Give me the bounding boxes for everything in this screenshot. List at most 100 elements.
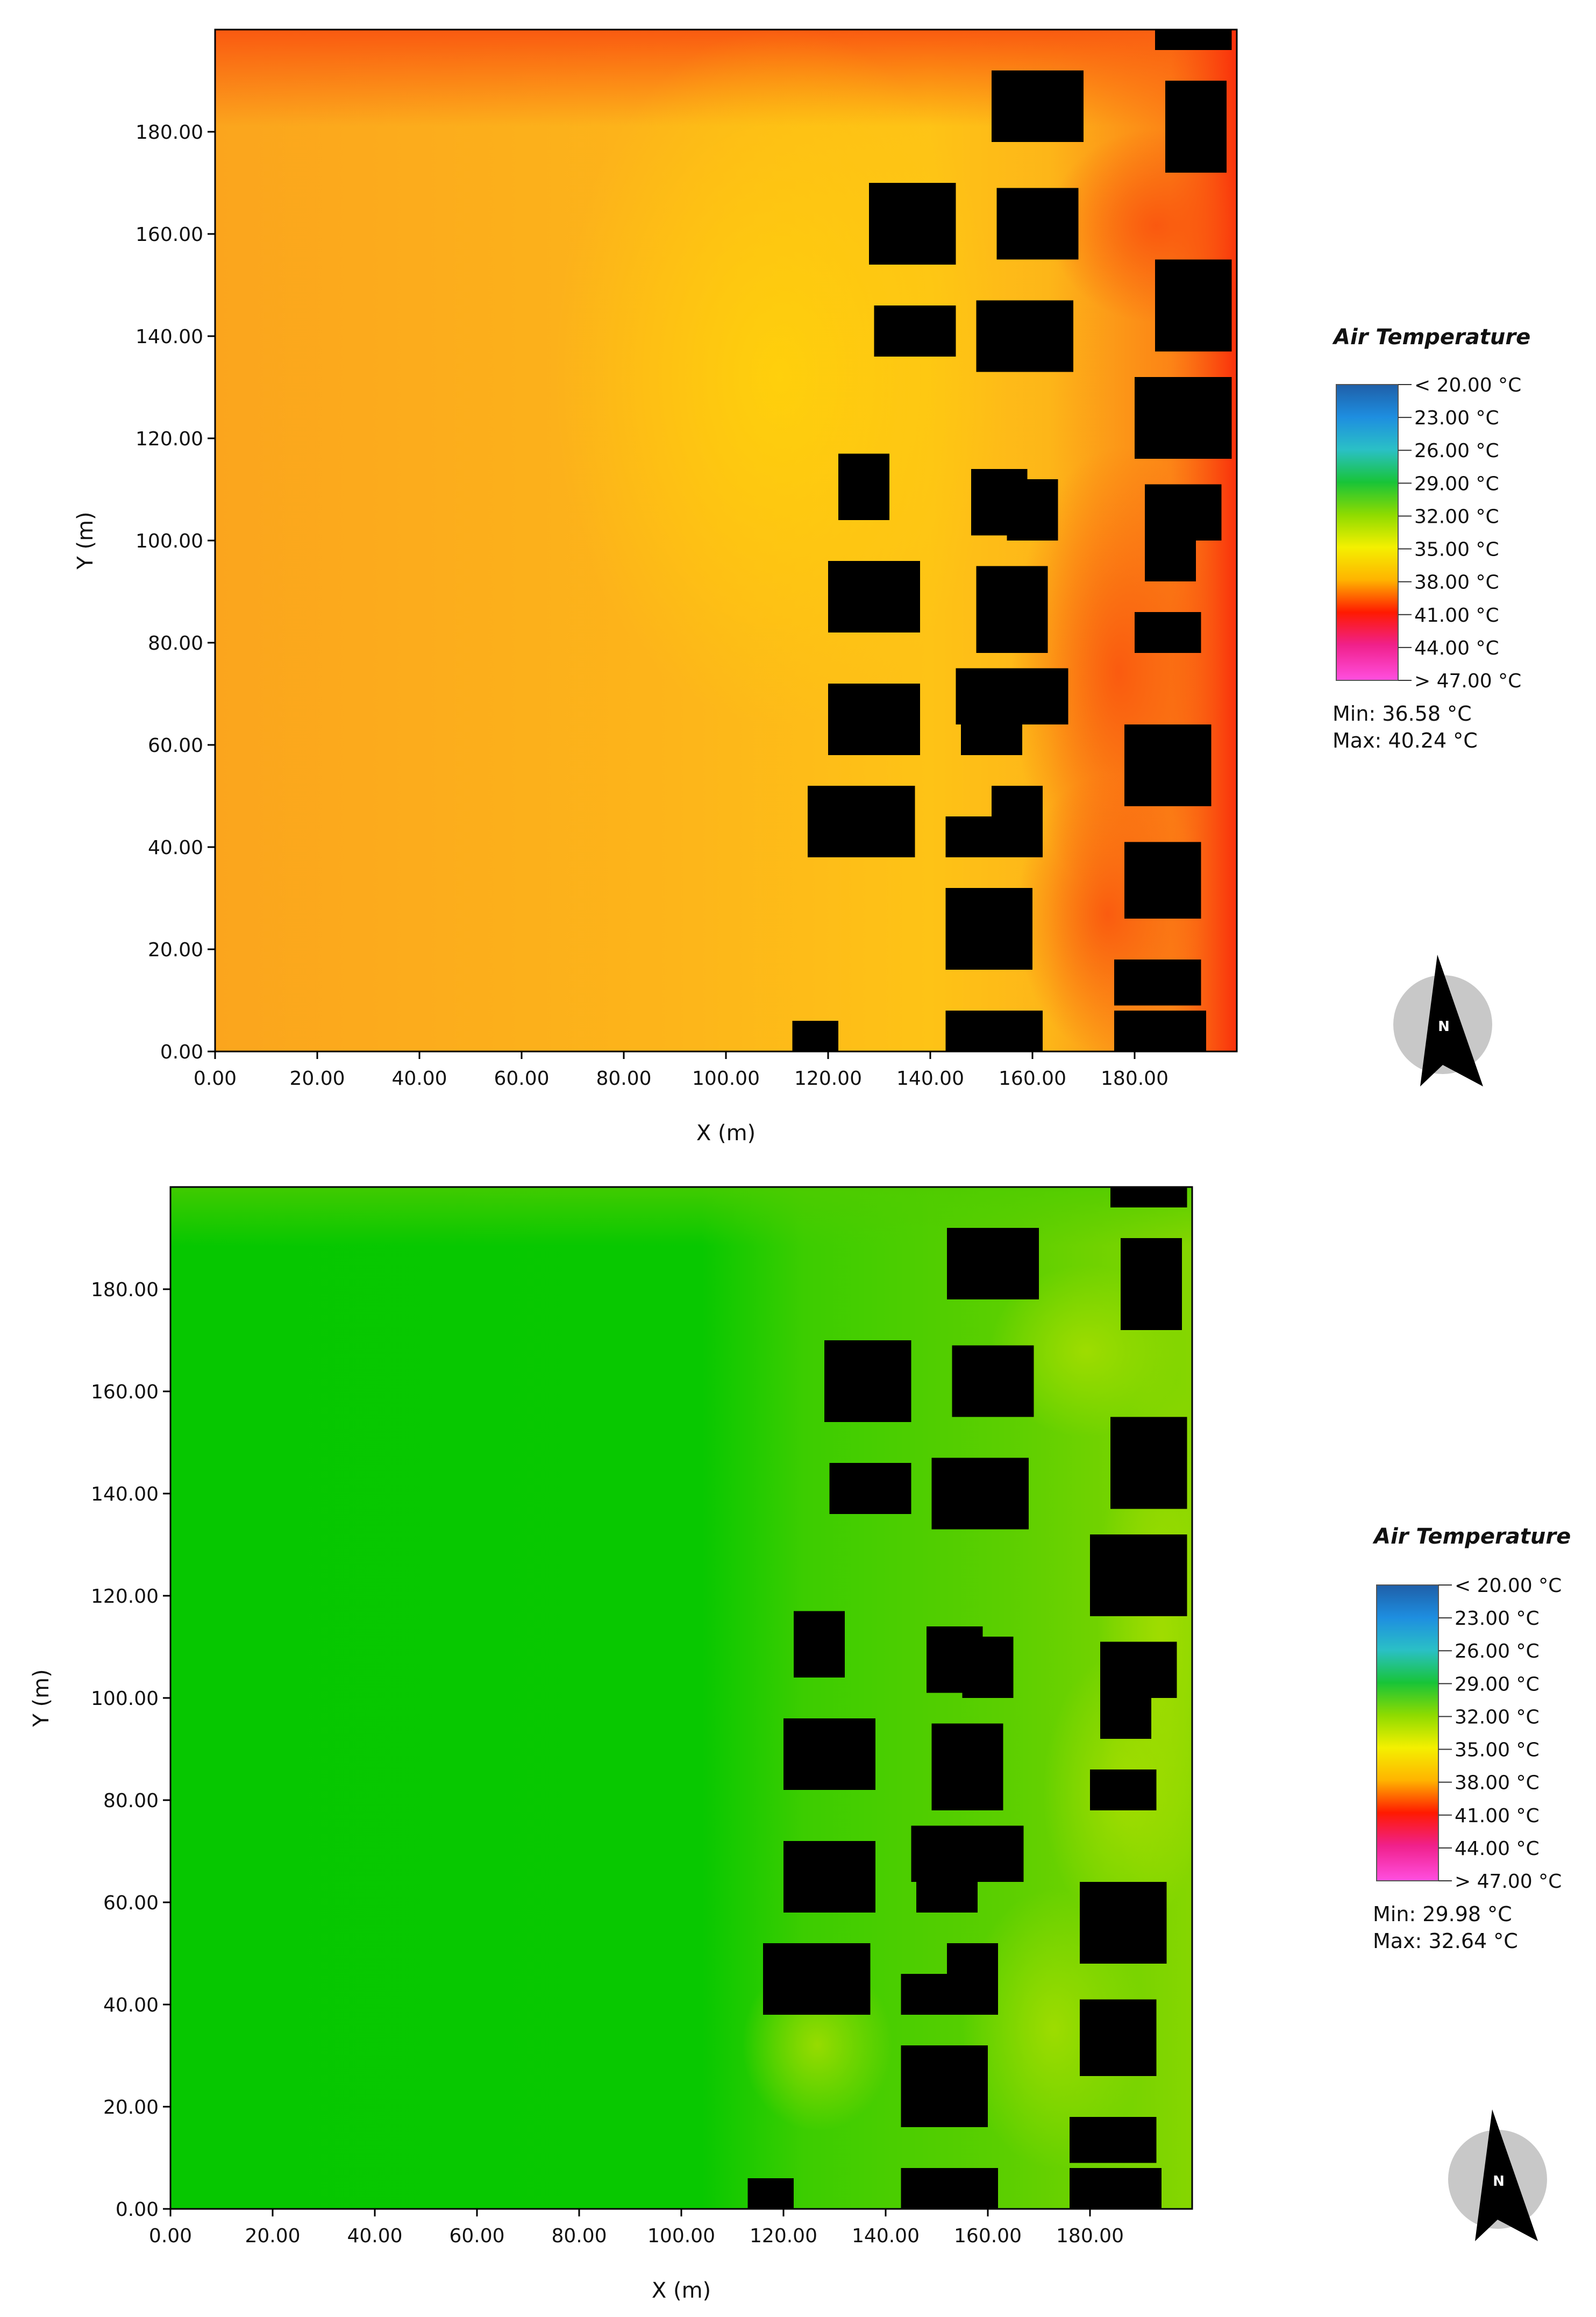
building-26 <box>824 1340 911 1422</box>
legend-label: 38.00 °C <box>1414 572 1499 594</box>
building-13 <box>956 668 1068 724</box>
legend-label: > 47.00 °C <box>1414 670 1521 692</box>
legend-min-top: Min: 36.58 °C <box>1333 702 1472 726</box>
x-axis-label-top: X (m) <box>696 1121 756 1146</box>
legend-label: > 47.00 °C <box>1455 1871 1562 1893</box>
building-23 <box>829 1463 911 1514</box>
x-tick-label: 120.00 <box>794 1068 862 1090</box>
bottom-panel: 0.00 20.00 40.00 60.00 80.00 100.00 120.00 140.… <box>0 1157 1596 2315</box>
svg-text:N: N <box>1438 1019 1450 1035</box>
building-7 <box>808 786 915 857</box>
building-25 <box>1155 259 1232 352</box>
building-10 <box>1080 1882 1167 1964</box>
y-tick-label: 80.00 <box>103 1790 159 1812</box>
x-tick-label: 100.00 <box>647 2225 715 2247</box>
y-tick-label: 180.00 <box>91 1279 159 1301</box>
building-4 <box>1070 2117 1157 2163</box>
building-29 <box>1165 81 1227 173</box>
x-axis-ticks-bottom: 0.00 20.00 40.00 60.00 80.00 100.00 120.00 140.… <box>149 2209 1124 2247</box>
x-tick-label: 80.00 <box>596 1068 651 1090</box>
y-tick-label: 160.00 <box>136 224 203 246</box>
x-tick-label: 180.00 <box>1056 2225 1124 2247</box>
x-tick-label: 40.00 <box>347 2225 402 2247</box>
building-9 <box>992 786 1043 816</box>
legend-labels-top: < 20.00 °C 23.00 °C 26.00 °C 29.00 °C 32.00 … <box>1398 374 1521 692</box>
legend-label: 29.00 °C <box>1455 1673 1540 1695</box>
y-axis-label-top: Y (m) <box>73 511 98 570</box>
building-10 <box>1124 724 1212 806</box>
y-tick-label: 20.00 <box>103 2096 159 2119</box>
y-tick-label: 0.00 <box>116 2199 159 2221</box>
y-axis-ticks-bottom: 0.00 20.00 40.00 60.00 80.00 100.00 120.00 140.… <box>91 1279 170 2221</box>
legend-label: < 20.00 °C <box>1455 1575 1562 1597</box>
legend-max-bottom: Max: 32.64 °C <box>1373 1929 1518 1953</box>
building-1 <box>792 1021 838 1051</box>
building-30 <box>1155 30 1232 50</box>
legend-label: 32.00 °C <box>1414 506 1499 528</box>
building-12 <box>916 1882 978 1913</box>
top-panel: 0.00 20.00 40.00 60.00 80.00 100.00 120.00 140.… <box>0 0 1596 1157</box>
building-6 <box>1124 842 1201 919</box>
building-18 <box>1145 484 1222 541</box>
building-27 <box>996 188 1079 260</box>
building-25 <box>1110 1417 1187 1509</box>
x-tick-label: 0.00 <box>194 1068 237 1090</box>
y-tick-label: 60.00 <box>103 1892 159 1914</box>
building-28 <box>992 70 1084 142</box>
building-17 <box>1100 1698 1151 1739</box>
legend-top: Air Temperature < 20.00 °C 23.00 °C 26.00 … <box>1332 325 1530 752</box>
legend-label: 44.00 °C <box>1414 637 1499 659</box>
legend-colorbar-top <box>1336 384 1399 681</box>
building-22 <box>1090 1534 1187 1616</box>
building-17 <box>1145 541 1196 581</box>
legend-label: 23.00 °C <box>1455 1608 1540 1630</box>
building-27 <box>952 1345 1034 1417</box>
building-19 <box>838 453 889 520</box>
y-tick-label: 40.00 <box>148 837 203 859</box>
legend-bottom: Air Temperature < 20.00 °C 23.00 °C 26.00 … <box>1372 1524 1571 1953</box>
building-30 <box>1110 1187 1187 1207</box>
y-tick-label: 140.00 <box>136 326 203 348</box>
building-13 <box>911 1825 1024 1882</box>
legend-colorbar-bottom <box>1376 1584 1439 1881</box>
building-12 <box>961 724 1022 755</box>
legend-label: 35.00 °C <box>1455 1739 1540 1761</box>
building-2 <box>901 2168 998 2209</box>
legend-label: 38.00 °C <box>1455 1772 1540 1794</box>
building-16 <box>976 566 1048 653</box>
building-26 <box>869 183 956 265</box>
north-arrow-icon: N <box>1448 2109 1547 2241</box>
x-axis-ticks-top: 0.00 20.00 40.00 60.00 80.00 100.00 120.00 140.… <box>194 1051 1168 1090</box>
y-tick-label: 0.00 <box>160 1041 203 1063</box>
building-22 <box>1135 377 1232 459</box>
x-tick-label: 20.00 <box>245 2225 300 2247</box>
chart-top: 0.00 20.00 40.00 60.00 80.00 100.00 120.00 140.… <box>73 29 1530 1146</box>
x-tick-label: 40.00 <box>391 1068 447 1090</box>
y-tick-label: 160.00 <box>91 1381 159 1403</box>
building-1 <box>747 2178 794 2209</box>
x-tick-label: 140.00 <box>896 1068 964 1090</box>
x-tick-label: 140.00 <box>852 2225 920 2247</box>
x-tick-label: 160.00 <box>954 2225 1022 2247</box>
legend-max-top: Max: 40.24 °C <box>1333 729 1478 752</box>
y-tick-label: 20.00 <box>148 939 203 961</box>
building-14 <box>1135 612 1201 653</box>
building-18 <box>1100 1641 1177 1698</box>
x-tick-label: 80.00 <box>551 2225 607 2247</box>
legend-min-bottom: Min: 29.98 °C <box>1373 1902 1512 1926</box>
building-21 <box>1007 479 1058 541</box>
building-15 <box>783 1718 875 1790</box>
legend-label: 29.00 °C <box>1414 473 1499 495</box>
legend-label: 32.00 °C <box>1455 1706 1540 1728</box>
north-arrow-icon: N <box>1393 955 1492 1086</box>
building-24 <box>976 300 1073 372</box>
building-19 <box>794 1611 845 1678</box>
legend-label: < 20.00 °C <box>1414 374 1521 396</box>
building-24 <box>931 1458 1029 1530</box>
building-28 <box>947 1228 1039 1299</box>
building-9 <box>947 1943 998 1974</box>
y-tick-label: 80.00 <box>148 632 203 655</box>
building-16 <box>931 1723 1003 1810</box>
legend-label: 26.00 °C <box>1455 1640 1540 1662</box>
svg-text:N: N <box>1493 2173 1505 2190</box>
